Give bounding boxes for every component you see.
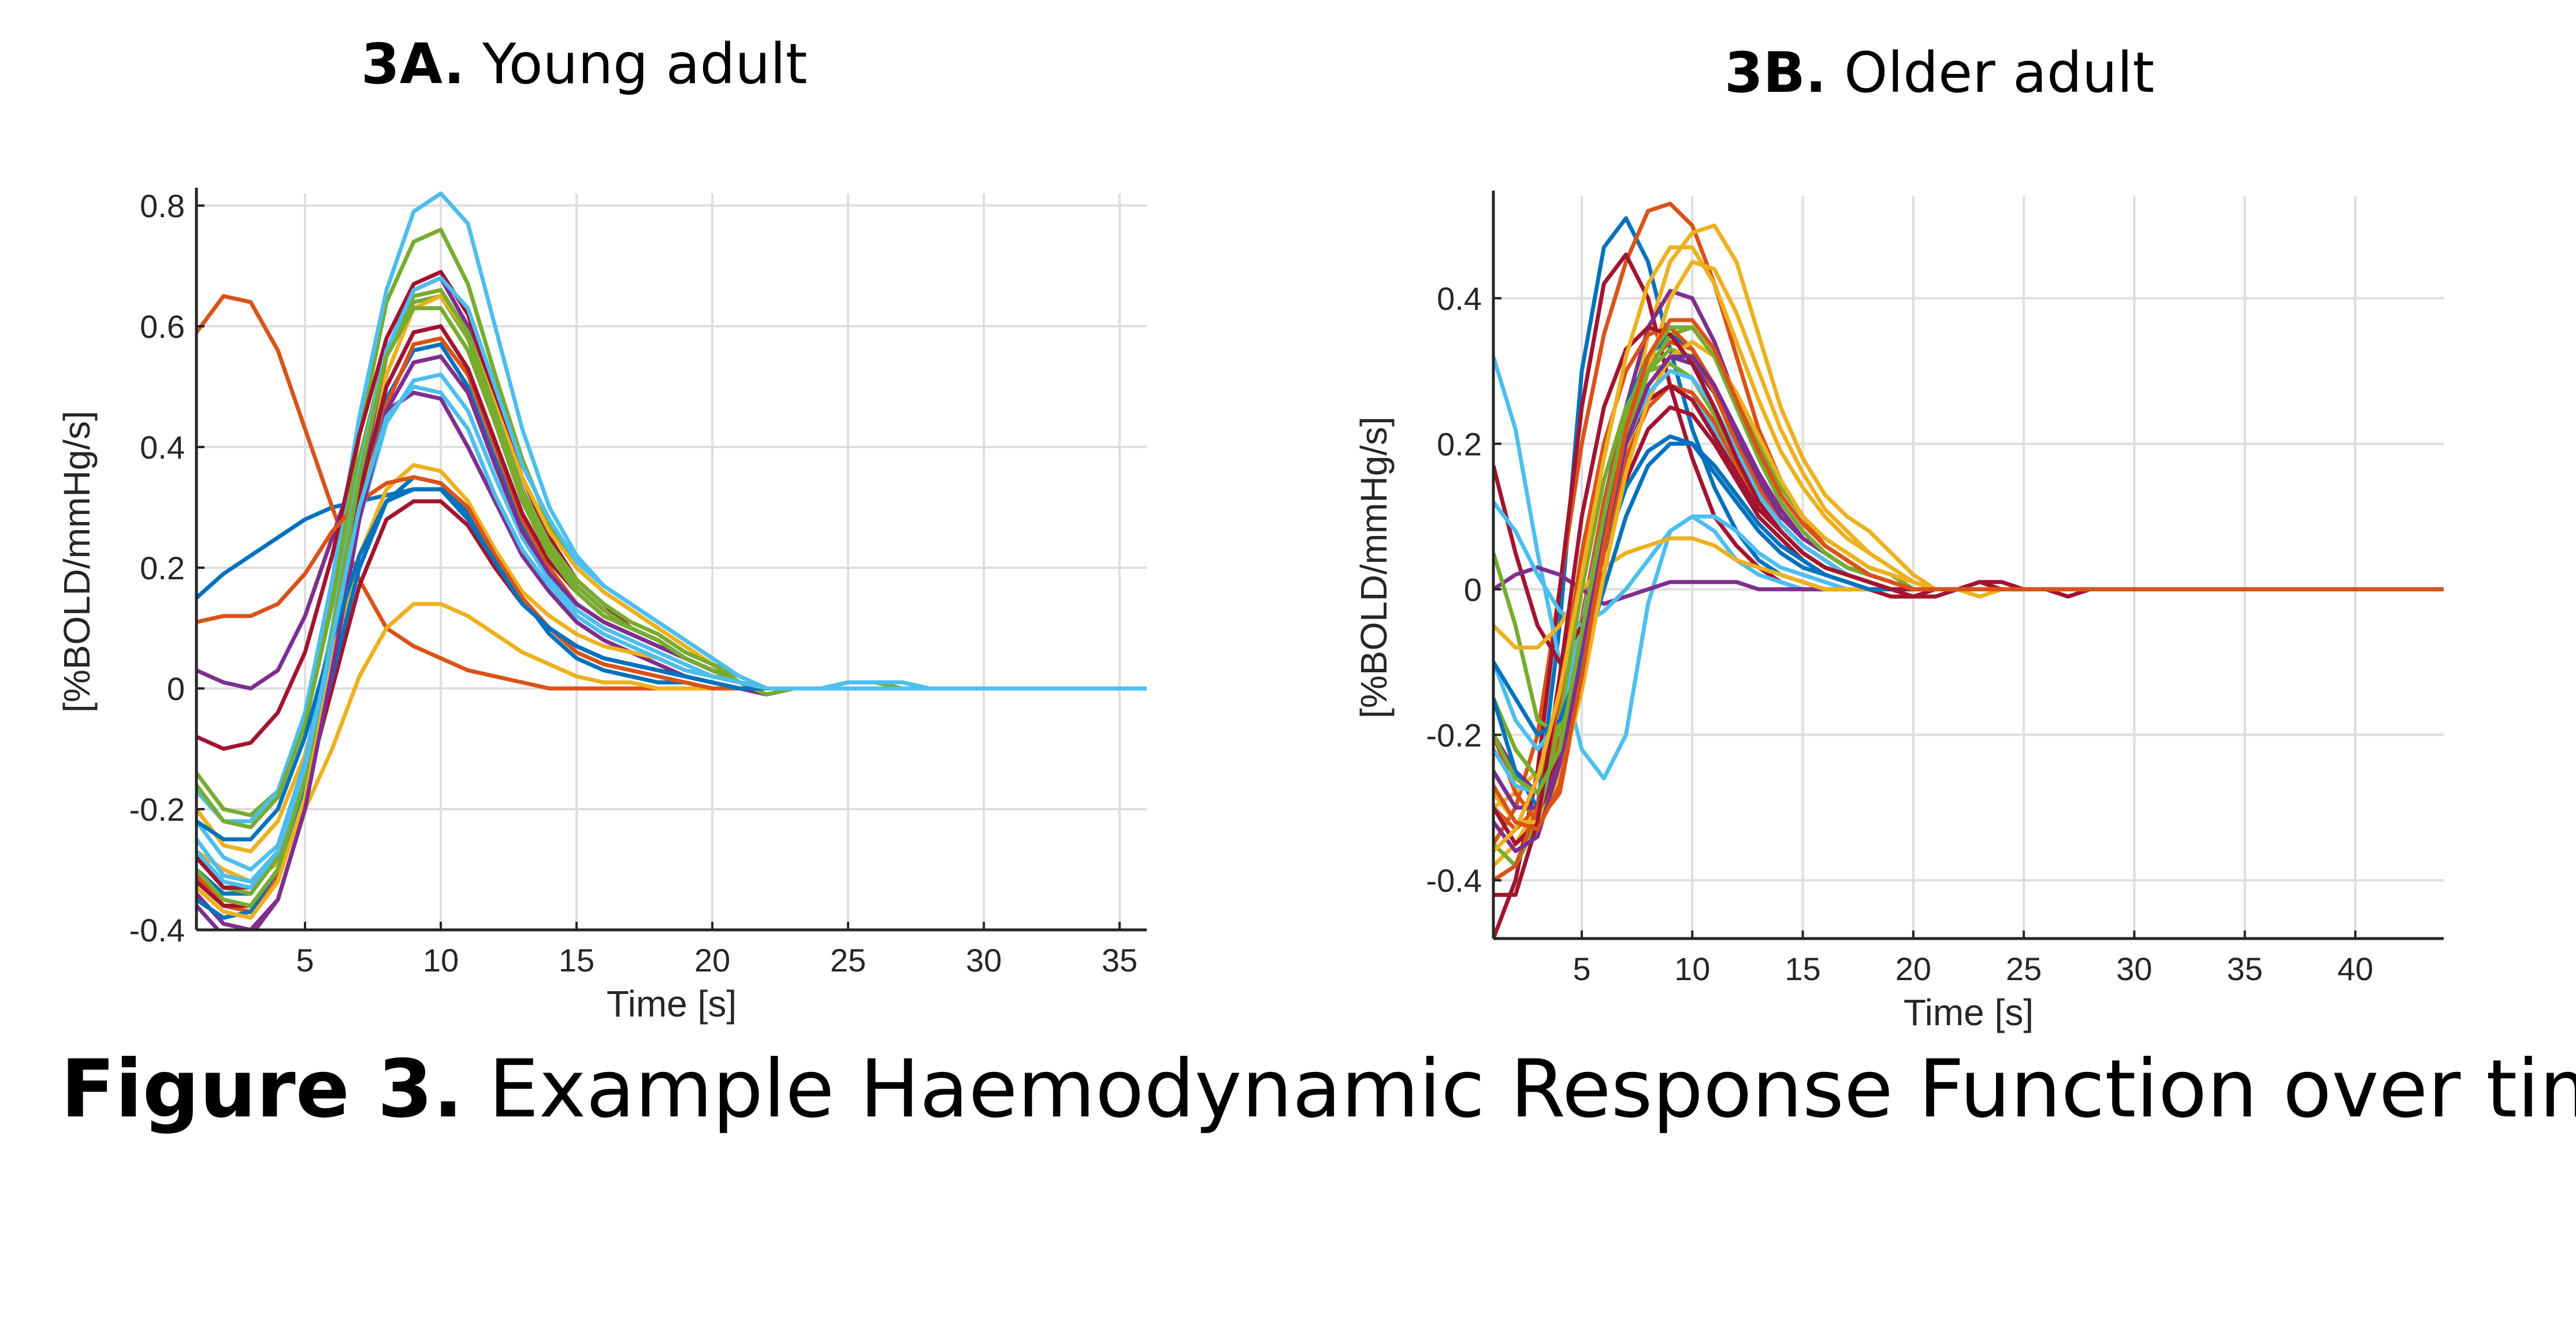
- panel-b-title-text: Older adult: [1826, 40, 2155, 105]
- a-xtick-label-5: 5: [296, 942, 314, 978]
- a-xlabel: Time [s]: [607, 983, 737, 1025]
- panel-a-title-text: Young adult: [464, 32, 808, 96]
- a-ytick-label-4: 0.4: [140, 429, 185, 466]
- b-ytick-label-2: 0: [1464, 571, 1482, 608]
- panel-b-title: 3B. Older adult: [1724, 40, 2154, 105]
- b-xtick-label-30: 30: [2116, 951, 2152, 987]
- b-xtick-label-5: 5: [1573, 951, 1590, 987]
- b-xtick-label-25: 25: [2006, 951, 2042, 987]
- b-xtick-label-20: 20: [1895, 951, 1931, 987]
- b-series-o2: [1493, 202, 2444, 846]
- figure-caption: Figure 3. Example Haemodynamic Response …: [61, 1043, 2576, 1135]
- b-xtick-label-10: 10: [1674, 951, 1710, 987]
- b-xtick-label-35: 35: [2227, 951, 2263, 987]
- panel-b-title-bold: 3B.: [1724, 40, 1827, 105]
- b-xtick-label-15: 15: [1785, 951, 1820, 987]
- a-ylabel: [%BOLD/mmHg/s]: [56, 411, 98, 713]
- b-series-group: [1493, 202, 2444, 939]
- b-ytick-label-1: -0.2: [1426, 717, 1482, 753]
- a-series-s24: [196, 384, 1147, 890]
- b-ylabel: [%BOLD/mmHg/s]: [1353, 416, 1395, 718]
- a-ytick-label-1: -0.2: [129, 791, 185, 828]
- a-series-group: [196, 191, 1147, 930]
- b-xtick-label-40: 40: [2337, 951, 2373, 987]
- b-series-o6: [1493, 289, 2444, 795]
- a-xtick-label-15: 15: [559, 942, 594, 978]
- a-xtick-label-25: 25: [830, 942, 866, 978]
- panel-a-title: 3A. Young adult: [361, 32, 808, 96]
- a-ytick-label-2: 0: [167, 671, 185, 707]
- a-ytick-label-6: 0.8: [140, 188, 185, 224]
- b-series-o17: [1493, 500, 2444, 628]
- a-ytick-label-0: -0.4: [129, 912, 185, 948]
- b-xlabel: Time [s]: [1904, 992, 2034, 1033]
- figure-caption-text: Example Haemodynamic Response Function o…: [463, 1043, 2576, 1135]
- panel-a-title-bold: 3A.: [361, 32, 465, 96]
- a-ytick-label-5: 0.6: [140, 308, 185, 345]
- a-xtick-label-10: 10: [423, 942, 459, 978]
- b-series-o3: [1493, 223, 2444, 810]
- b-series-o16: [1493, 384, 2444, 824]
- a-xtick-label-30: 30: [966, 942, 1002, 978]
- b-ytick-label-3: 0.2: [1437, 426, 1482, 462]
- b-series-o30: [1493, 318, 2444, 832]
- a-xtick-label-20: 20: [694, 942, 730, 978]
- b-ytick-label-4: 0.4: [1437, 280, 1482, 317]
- figure-caption-bold: Figure 3.: [61, 1043, 463, 1135]
- b-ytick-label-0: -0.4: [1426, 862, 1482, 899]
- a-xtick-label-35: 35: [1102, 942, 1138, 978]
- a-ytick-label-3: 0.2: [140, 550, 185, 586]
